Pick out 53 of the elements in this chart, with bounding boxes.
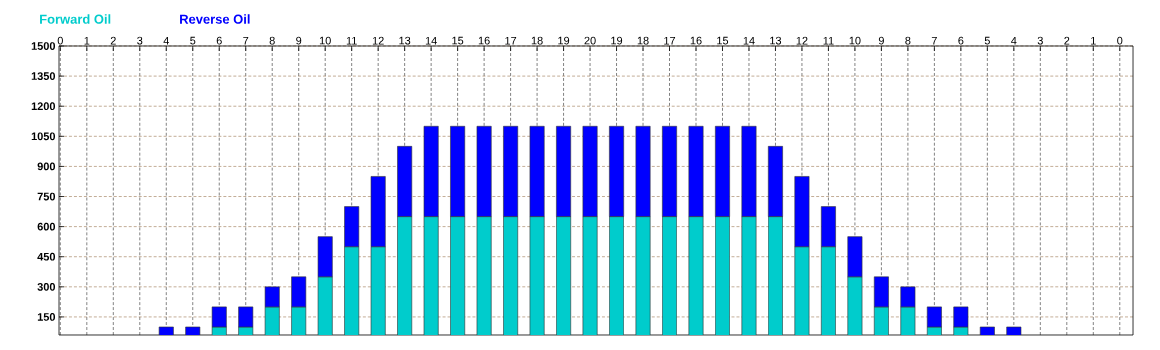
x-tick-label: 6	[216, 36, 222, 45]
y-tick-label: 1500	[31, 42, 56, 50]
y-tick-label: 450	[37, 252, 56, 261]
x-tick-label: 14	[425, 36, 437, 45]
x-tick-label: 6	[958, 36, 964, 45]
x-tick-label: 4	[1011, 36, 1017, 45]
x-tick-label: 18	[531, 36, 543, 45]
x-tick-label: 16	[690, 36, 702, 45]
text: Reverse Oil	[180, 14, 250, 24]
x-tick-label: 5	[984, 36, 990, 45]
x-tick-label: 8	[905, 36, 911, 45]
x-tick-label: 10	[319, 36, 331, 45]
x-tick-label: 11	[346, 36, 357, 45]
x-tick-label: 19	[611, 36, 623, 45]
x-tick-label: 2	[1064, 36, 1070, 45]
y-tick-label: 150	[37, 313, 56, 321]
x-tick-label: 9	[296, 36, 302, 45]
y-tick-label: 300	[37, 282, 56, 291]
x-tick-label: 3	[1037, 36, 1043, 45]
x-tick-label: 0	[57, 36, 63, 45]
x-tick-label: 20	[584, 36, 596, 45]
x-tick-label: 4	[163, 36, 169, 45]
x-tick-label: 13	[399, 36, 411, 45]
x-tick-label: 18	[637, 36, 649, 45]
x-tick-label: 7	[243, 36, 249, 45]
x-tick-label: 15	[717, 36, 729, 45]
x-tick-label: 12	[796, 36, 808, 45]
x-tick-label: 10	[849, 36, 861, 45]
x-tick-label: 17	[505, 36, 517, 45]
y-tick-label: 1350	[31, 72, 56, 80]
y-tick-label: 750	[37, 192, 56, 201]
x-tick-label: 19	[558, 36, 570, 45]
x-tick-label: 8	[269, 36, 275, 45]
x-tick-label: 11	[823, 36, 834, 45]
x-tick-label: 1	[84, 36, 90, 45]
x-tick-label: 1	[1091, 36, 1096, 45]
x-tick-label: 7	[931, 36, 937, 45]
x-tick-label: 0	[1117, 36, 1123, 45]
x-tick-label: 14	[743, 36, 755, 45]
y-tick-label: 600	[37, 222, 56, 231]
x-tick-label: 5	[190, 36, 196, 45]
y-tick-label: 1050	[31, 132, 56, 141]
x-tick-label: 3	[137, 36, 143, 45]
x-tick-label: 12	[372, 36, 384, 45]
x-tick-label: 9	[878, 36, 884, 45]
y-tick-label: 1200	[31, 102, 56, 111]
x-tick-label: 13	[770, 36, 782, 45]
x-tick-label: 16	[478, 36, 490, 45]
x-tick-label: 15	[452, 36, 464, 45]
x-tick-label: 2	[110, 36, 116, 45]
y-tick-label: 900	[37, 162, 56, 171]
text: Forward Oil	[40, 14, 111, 24]
x-tick-label: 17	[664, 36, 676, 45]
